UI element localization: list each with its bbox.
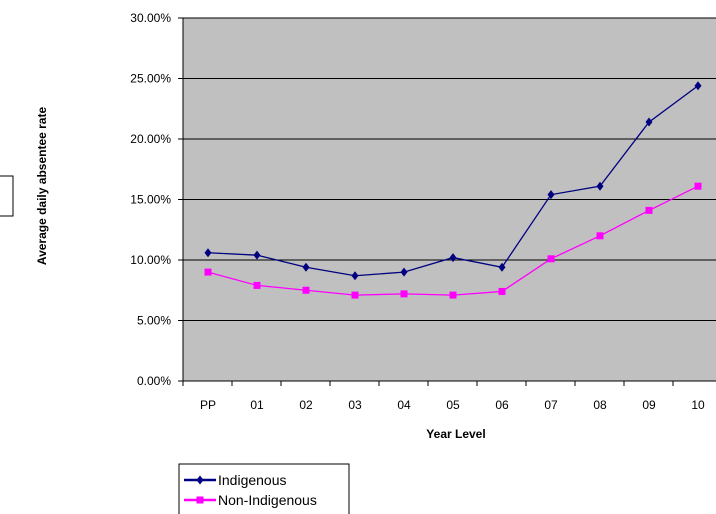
y-tick-label: 20.00%: [130, 132, 171, 146]
y-tick-label: 25.00%: [130, 72, 171, 86]
y-tick-label: 0.00%: [137, 374, 171, 388]
data-point-indigenous: [253, 250, 261, 260]
legend: Indigenous Non-Indigenous: [178, 463, 350, 514]
left-edge-box: [0, 175, 14, 217]
data-point-indigenous: [449, 253, 457, 263]
data-point-non-indigenous: [253, 281, 261, 289]
data-point-non-indigenous: [645, 206, 653, 214]
y-axis-ticks: 0.00% 5.00% 10.00% 15.00% 20.00% 25.00% 30.00%: [130, 11, 183, 388]
data-point-indigenous: [645, 117, 653, 127]
x-tick-label: 04: [397, 398, 411, 412]
data-point-non-indigenous: [449, 291, 457, 299]
data-point-non-indigenous: [498, 287, 506, 295]
data-point-indigenous: [302, 262, 310, 272]
legend-item-indigenous: Indigenous: [184, 472, 287, 488]
legend-items: Indigenous Non-Indigenous: [184, 472, 317, 508]
data-point-indigenous: [204, 248, 212, 258]
data-point-non-indigenous: [596, 232, 604, 240]
data-point-non-indigenous: [694, 182, 702, 190]
x-tick-label: 10: [691, 398, 705, 412]
data-point-indigenous: [351, 271, 359, 281]
data-point-indigenous: [400, 267, 408, 277]
data-point-non-indigenous: [204, 268, 212, 276]
series-layer: [204, 81, 702, 299]
legend-item-non-indigenous: Non-Indigenous: [184, 492, 317, 508]
y-axis-title: Average daily absentee rate: [35, 107, 49, 266]
x-axis-ticks: PP 01 02 03 04 05 06 07 08 09 10: [182, 381, 705, 412]
data-point-non-indigenous: [351, 291, 359, 299]
x-tick-label: 05: [446, 398, 460, 412]
data-point-non-indigenous: [302, 286, 310, 294]
data-point-non-indigenous: [400, 290, 408, 298]
x-tick-label: 07: [544, 398, 558, 412]
legend-label: Non-Indigenous: [218, 492, 317, 508]
data-point-indigenous: [498, 262, 506, 272]
x-tick-label: 08: [593, 398, 607, 412]
y-tick-label: 30.00%: [130, 11, 171, 25]
series-indigenous: [204, 81, 702, 281]
x-tick-label: 06: [495, 398, 509, 412]
x-tick-label: PP: [200, 398, 216, 412]
data-point-indigenous: [694, 81, 702, 91]
legend-label: Indigenous: [218, 472, 287, 488]
y-tick-label: 10.00%: [130, 253, 171, 267]
y-tick-label: 5.00%: [137, 314, 171, 328]
x-tick-label: 09: [642, 398, 656, 412]
x-tick-label: 02: [299, 398, 313, 412]
legend-marker: [196, 475, 204, 485]
legend-marker: [196, 496, 204, 504]
y-tick-label: 15.00%: [130, 193, 171, 207]
data-point-indigenous: [596, 181, 604, 191]
x-tick-label: 01: [250, 398, 264, 412]
series-non-indigenous: [204, 182, 702, 299]
data-point-indigenous: [547, 190, 555, 200]
x-axis-title: Year Level: [426, 427, 485, 441]
data-point-non-indigenous: [547, 255, 555, 263]
x-tick-label: 03: [348, 398, 362, 412]
gridlines: [183, 17, 716, 321]
legend-box: [178, 463, 350, 514]
